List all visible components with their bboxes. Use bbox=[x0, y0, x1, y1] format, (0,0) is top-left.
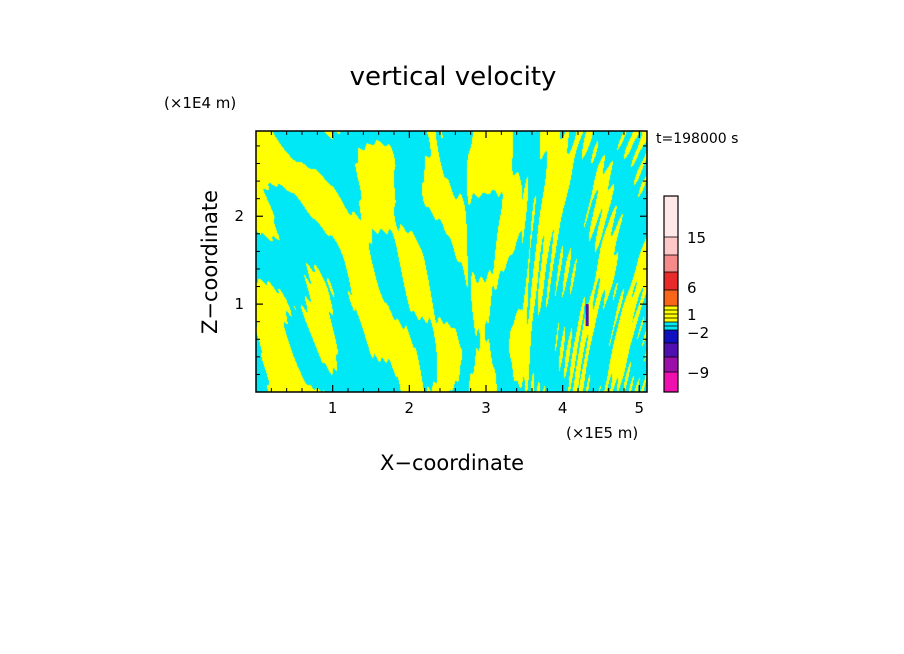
time-label: t=198000 s bbox=[656, 131, 738, 147]
colorbar-segment bbox=[664, 326, 678, 330]
y-axis-title: Z−coordinate bbox=[198, 190, 222, 334]
velocity-field-image bbox=[256, 131, 647, 392]
colorbar-frame bbox=[663, 195, 679, 393]
y-tick-label: 2 bbox=[234, 207, 244, 225]
colorbar-segment bbox=[664, 196, 678, 237]
y-tick-label: 1 bbox=[234, 295, 244, 313]
colorbar-segment bbox=[664, 318, 678, 322]
colorbar-label: 6 bbox=[687, 279, 697, 297]
colorbar-labels: 15 6 1−2 −9 bbox=[687, 229, 709, 382]
colorbar-label: 15 bbox=[687, 229, 706, 247]
plot-frame bbox=[255, 130, 648, 393]
colorbar-label: −2 bbox=[687, 324, 709, 342]
x-axis-title: X−coordinate bbox=[380, 451, 524, 475]
colorbar-segment bbox=[664, 372, 678, 392]
colorbar-segment bbox=[664, 290, 678, 306]
x-tick-label: 1 bbox=[328, 399, 338, 417]
colorbar-segment bbox=[664, 357, 678, 372]
colorbar-segment bbox=[664, 237, 678, 255]
chart-title: vertical velocity bbox=[350, 62, 557, 92]
x-tick-label: 5 bbox=[635, 399, 645, 417]
colorbar-segment bbox=[664, 310, 678, 314]
colorbar-label: 1 bbox=[687, 306, 697, 324]
colorbar-segment bbox=[664, 322, 678, 326]
y-unit-label: (×1E4 m) bbox=[164, 94, 236, 112]
colorbar-segment bbox=[664, 314, 678, 318]
x-tick-label: 3 bbox=[481, 399, 491, 417]
plot-area bbox=[256, 131, 647, 392]
x-tick-label: 4 bbox=[558, 399, 568, 417]
x-tick-label: 2 bbox=[405, 399, 415, 417]
colorbar-label: −9 bbox=[687, 364, 709, 382]
colorbar-segment bbox=[664, 255, 678, 272]
colorbar bbox=[663, 195, 679, 393]
x-unit-label: (×1E5 m) bbox=[566, 424, 638, 442]
strong-downdraft-patch bbox=[585, 304, 589, 327]
colorbar-segment bbox=[664, 306, 678, 310]
colorbar-segment bbox=[664, 330, 678, 343]
colorbar-segment bbox=[664, 343, 678, 357]
colorbar-segment bbox=[664, 272, 678, 290]
axis-ticks: 1 2 3 4 5 1 2 bbox=[234, 131, 647, 417]
